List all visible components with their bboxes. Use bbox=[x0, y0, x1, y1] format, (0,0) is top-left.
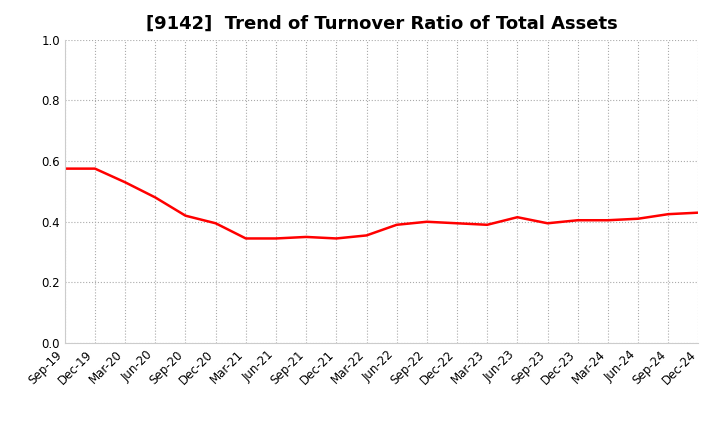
Title: [9142]  Trend of Turnover Ratio of Total Assets: [9142] Trend of Turnover Ratio of Total … bbox=[145, 15, 618, 33]
